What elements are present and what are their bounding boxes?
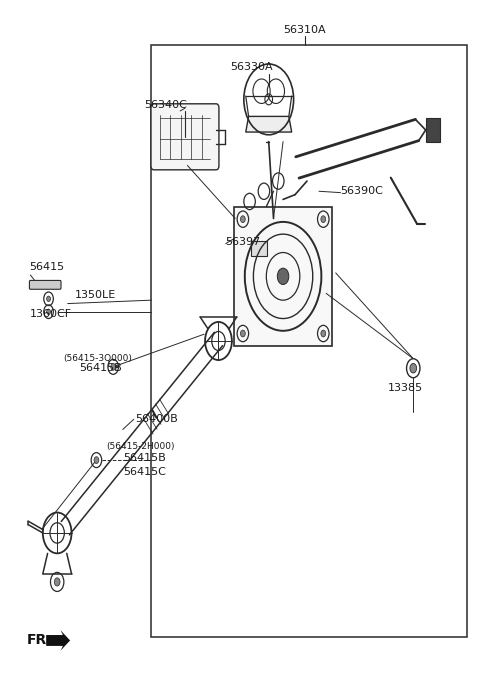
Text: 56340C: 56340C (144, 100, 187, 110)
Text: 56415: 56415 (29, 263, 64, 273)
Text: 56415B: 56415B (80, 364, 122, 373)
Circle shape (54, 578, 60, 586)
Bar (234, 207, 332, 346)
Bar (152, 45, 468, 637)
Text: 56415C: 56415C (123, 466, 166, 477)
Circle shape (321, 330, 325, 337)
Text: FR.: FR. (27, 634, 53, 647)
Text: 56310A: 56310A (283, 25, 326, 35)
Circle shape (47, 309, 50, 314)
Text: 56397: 56397 (226, 237, 261, 248)
Polygon shape (246, 117, 292, 132)
Circle shape (240, 216, 245, 222)
Text: 56415B: 56415B (123, 453, 166, 463)
Text: 56400B: 56400B (135, 414, 178, 424)
Circle shape (111, 364, 116, 370)
Circle shape (321, 216, 325, 222)
Text: 13385: 13385 (387, 383, 423, 394)
Circle shape (47, 296, 50, 301)
FancyBboxPatch shape (29, 280, 61, 289)
Circle shape (277, 268, 289, 284)
FancyBboxPatch shape (151, 104, 219, 170)
Text: (56415-3Q000): (56415-3Q000) (63, 353, 132, 363)
Polygon shape (46, 630, 70, 651)
Text: (56415-2H000): (56415-2H000) (106, 442, 175, 451)
Circle shape (240, 330, 245, 337)
Bar (251, 241, 267, 256)
Text: 1360CF: 1360CF (29, 309, 72, 318)
Circle shape (410, 364, 417, 373)
Circle shape (94, 457, 99, 464)
Text: 56330A: 56330A (231, 62, 273, 72)
Bar (426, 118, 440, 143)
Text: 1350LE: 1350LE (75, 290, 116, 299)
Text: 56390C: 56390C (340, 186, 384, 196)
